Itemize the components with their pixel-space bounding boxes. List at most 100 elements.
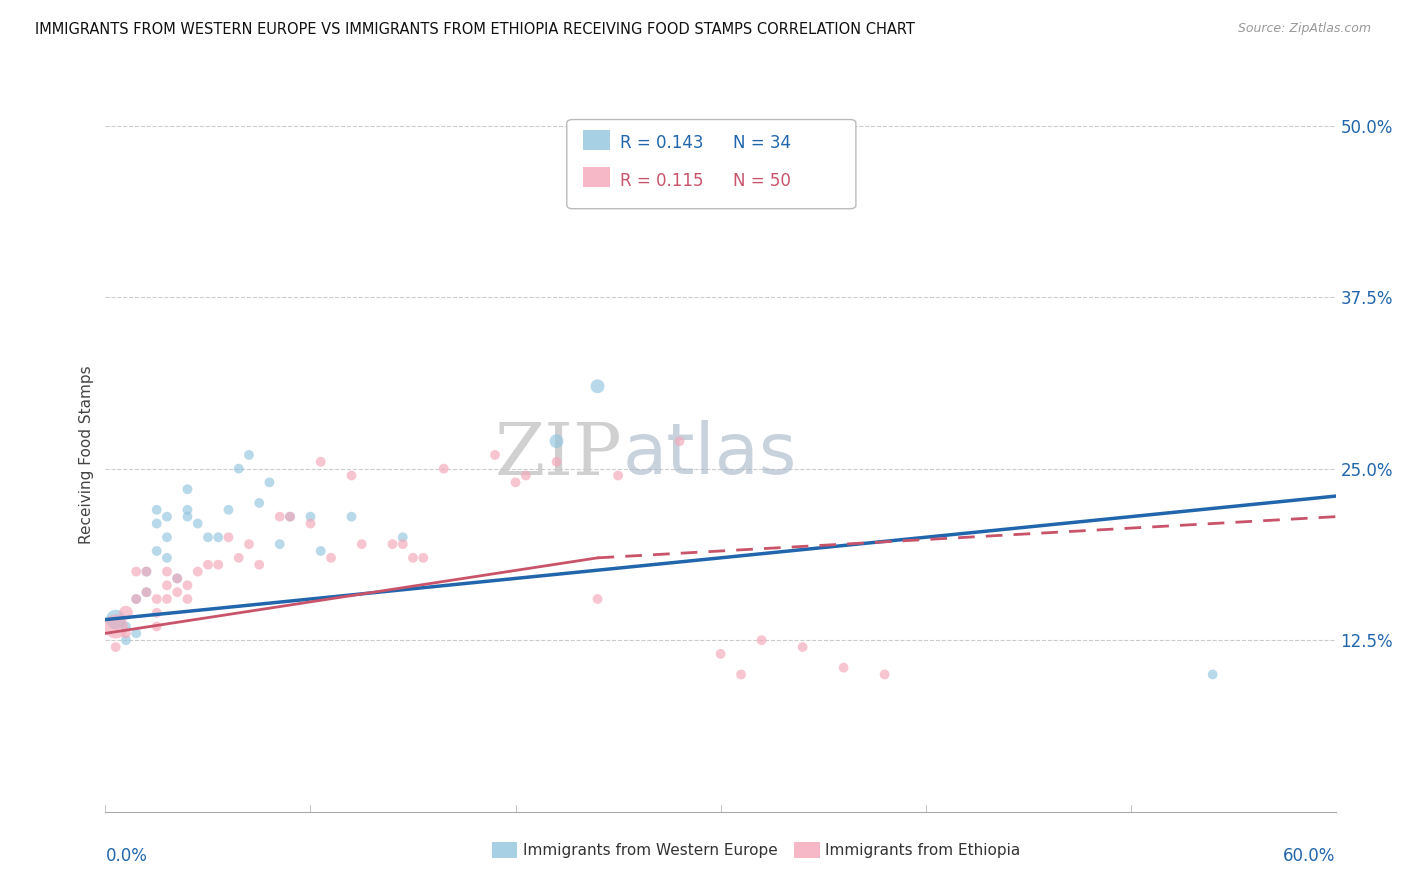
Point (156, 578, 179, 592)
Point (156, 565, 179, 579)
Point (187, 565, 209, 579)
Point (135, 565, 157, 579)
Bar (583, 168, 610, 187)
Text: atlas: atlas (621, 420, 797, 490)
Point (873, 667, 896, 681)
Point (197, 530, 219, 544)
Point (505, 475, 527, 490)
Point (586, 592, 609, 607)
Point (433, 461, 456, 475)
Point (402, 550, 425, 565)
Point (104, 640, 127, 654)
Point (135, 585, 157, 599)
Point (207, 558, 229, 572)
Point (115, 633, 138, 648)
Point (730, 667, 752, 681)
Text: Immigrants from Western Europe: Immigrants from Western Europe (523, 843, 778, 857)
Point (515, 468, 537, 483)
Point (104, 613, 127, 627)
Point (238, 537, 260, 551)
Point (309, 455, 332, 469)
Text: N = 50: N = 50 (733, 171, 790, 190)
Point (125, 592, 148, 607)
Point (125, 565, 148, 579)
Point (269, 537, 291, 551)
Point (340, 509, 363, 524)
Point (238, 448, 260, 462)
Point (1202, 667, 1225, 681)
Point (391, 537, 413, 551)
Point (299, 516, 322, 531)
Point (156, 530, 179, 544)
Text: N = 34: N = 34 (733, 134, 792, 152)
Point (187, 516, 209, 531)
Point (218, 503, 240, 517)
Point (115, 626, 138, 640)
Text: Immigrants from Ethiopia: Immigrants from Ethiopia (825, 843, 1021, 857)
Point (156, 509, 179, 524)
Point (166, 571, 188, 585)
Point (792, 640, 814, 654)
Point (115, 619, 138, 633)
Point (247, 496, 270, 510)
Point (176, 482, 198, 496)
Point (607, 468, 630, 483)
Text: Source: ZipAtlas.com: Source: ZipAtlas.com (1237, 22, 1371, 36)
Text: ZIP: ZIP (495, 419, 621, 491)
Point (145, 503, 167, 517)
Point (145, 516, 167, 531)
Point (207, 530, 229, 544)
Point (176, 578, 198, 592)
Text: 60.0%: 60.0% (1284, 847, 1336, 865)
Point (278, 509, 301, 524)
Point (145, 544, 167, 558)
Point (115, 606, 138, 620)
Point (586, 379, 609, 393)
Point (145, 619, 167, 633)
Point (176, 592, 198, 607)
FancyBboxPatch shape (567, 120, 856, 209)
Point (247, 558, 270, 572)
Point (104, 619, 127, 633)
Point (218, 530, 240, 544)
Point (546, 434, 568, 449)
Point (135, 565, 157, 579)
Point (228, 550, 250, 565)
Text: IMMIGRANTS FROM WESTERN EUROPE VS IMMIGRANTS FROM ETHIOPIA RECEIVING FOOD STAMPS: IMMIGRANTS FROM WESTERN EUROPE VS IMMIGR… (35, 22, 915, 37)
Point (125, 626, 148, 640)
Point (145, 592, 167, 607)
Point (832, 660, 855, 674)
Point (135, 585, 157, 599)
Point (299, 509, 322, 524)
Point (350, 537, 373, 551)
Point (391, 530, 413, 544)
Point (309, 544, 332, 558)
Point (710, 647, 733, 661)
Point (176, 509, 198, 524)
Point (278, 509, 301, 524)
Point (340, 468, 363, 483)
Point (546, 455, 568, 469)
Point (156, 550, 179, 565)
Text: 0.0%: 0.0% (105, 847, 148, 865)
Point (381, 537, 404, 551)
Point (176, 503, 198, 517)
Point (197, 558, 219, 572)
Point (269, 509, 291, 524)
Y-axis label: Receiving Food Stamps: Receiving Food Stamps (79, 366, 94, 544)
Point (145, 606, 167, 620)
Point (228, 461, 250, 475)
Bar (583, 130, 610, 150)
Point (156, 592, 179, 607)
Point (259, 475, 281, 490)
Point (166, 585, 188, 599)
Text: R = 0.115: R = 0.115 (620, 171, 703, 190)
Point (668, 434, 690, 449)
Point (166, 571, 188, 585)
Point (484, 448, 506, 462)
Point (412, 550, 434, 565)
Point (751, 633, 773, 648)
Text: R = 0.143: R = 0.143 (620, 134, 703, 152)
Point (125, 592, 148, 607)
Point (319, 550, 342, 565)
